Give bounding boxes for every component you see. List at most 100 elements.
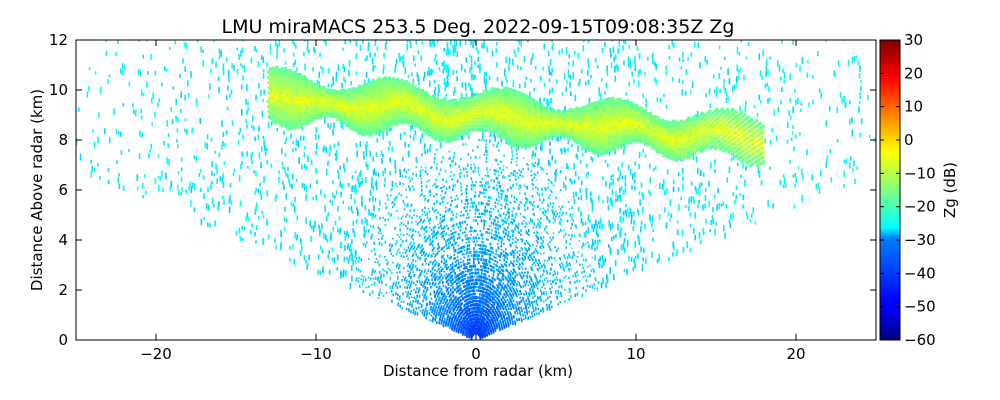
cloud-gate <box>630 122 635 126</box>
cloud-gate <box>657 130 662 134</box>
noise-gate <box>562 266 565 270</box>
noise-gate <box>577 176 580 180</box>
noise-gate <box>690 52 693 57</box>
noise-gate <box>618 175 621 180</box>
cloud-gate <box>635 137 639 141</box>
noise-gate <box>520 299 523 303</box>
noise-gate <box>811 174 814 181</box>
noise-gate <box>549 272 551 275</box>
noise-gate <box>851 56 854 64</box>
noise-gate <box>477 56 480 63</box>
cloud-gate <box>735 144 739 148</box>
cloud-gate <box>678 147 682 151</box>
noise-gate <box>623 40 625 44</box>
cloud-gate <box>696 139 700 143</box>
noise-gate <box>501 325 503 328</box>
cloud-gate <box>628 118 632 122</box>
noise-gate <box>488 75 491 80</box>
noise-gate <box>519 296 521 299</box>
noise-gate <box>486 171 489 174</box>
noise-gate <box>569 75 572 80</box>
noise-gate <box>699 240 702 245</box>
cloud-gate <box>719 133 723 137</box>
noise-gate <box>496 62 498 68</box>
cloud-gate <box>648 116 652 121</box>
cloud-gate <box>718 115 722 119</box>
noise-gate <box>665 222 668 229</box>
noise-gate <box>599 218 602 224</box>
noise-gate <box>723 224 725 232</box>
noise-gate <box>575 275 577 278</box>
noise-gate <box>704 56 707 62</box>
noise-gate <box>628 255 630 262</box>
cloud-gate <box>607 140 611 144</box>
noise-gate <box>645 104 647 108</box>
cloud-gate <box>689 149 693 153</box>
noise-gate <box>518 262 521 266</box>
cloud-gate <box>601 145 605 149</box>
noise-gate <box>509 186 512 189</box>
noise-gate <box>609 247 611 253</box>
noise-gate <box>655 63 657 70</box>
cloud-gate <box>603 123 607 127</box>
noise-gate <box>572 251 575 254</box>
cloud-gate <box>700 130 704 135</box>
noise-gate <box>569 256 571 259</box>
noise-gate <box>542 236 545 239</box>
cloud-gate <box>754 124 758 129</box>
cloud-gate <box>728 130 732 134</box>
noise-gate <box>499 311 501 316</box>
noise-gate <box>856 166 858 171</box>
cloud-gate <box>581 117 585 121</box>
noise-gate <box>487 181 489 185</box>
cloud-gate <box>693 146 697 150</box>
noise-gate <box>531 195 534 198</box>
cloud-gate <box>590 115 594 119</box>
cloud-gate <box>646 123 650 128</box>
cloud-gate <box>641 108 645 113</box>
noise-gate <box>847 59 850 67</box>
noise-gate <box>520 40 522 47</box>
cloud-gate <box>597 148 601 152</box>
noise-gate <box>723 84 725 90</box>
cloud-gate <box>621 111 625 115</box>
noise-gate <box>504 198 506 202</box>
cloud-gate <box>685 145 689 149</box>
noise-gate <box>553 270 556 272</box>
noise-gate <box>565 260 568 264</box>
noise-gate <box>594 255 596 261</box>
noise-gate <box>494 159 497 161</box>
noise-gate <box>546 103 549 108</box>
cloud-gate <box>600 124 604 128</box>
noise-gate <box>531 268 533 272</box>
cloud-gate <box>589 122 593 127</box>
noise-gate <box>497 209 499 213</box>
noise-gate <box>632 226 635 231</box>
cloud-gate <box>608 101 612 106</box>
cloud-gate <box>733 115 738 120</box>
noise-gate <box>516 273 518 277</box>
noise-gate <box>851 129 854 137</box>
cloud-gate <box>749 118 754 122</box>
noise-gate <box>503 298 506 301</box>
noise-gate <box>541 280 544 283</box>
noise-gate <box>472 93 475 97</box>
noise-gate <box>836 139 839 143</box>
noise-gate <box>480 265 483 268</box>
noise-gate <box>475 285 477 289</box>
noise-gate <box>495 315 497 318</box>
cloud-gate <box>716 140 720 144</box>
cloud-gate <box>665 155 669 159</box>
noise-gate <box>475 272 478 274</box>
cloud-gate <box>659 133 663 137</box>
noise-gate <box>561 205 563 208</box>
cloud-gate <box>668 156 672 160</box>
noise-gate <box>549 89 551 95</box>
noise-gate <box>519 184 522 189</box>
noise-gate <box>504 228 507 232</box>
cloud-gate <box>661 131 665 135</box>
cloud-gate <box>619 118 623 122</box>
noise-gate <box>853 160 855 167</box>
noise-gate <box>622 211 625 216</box>
cloud-gate <box>612 137 616 141</box>
